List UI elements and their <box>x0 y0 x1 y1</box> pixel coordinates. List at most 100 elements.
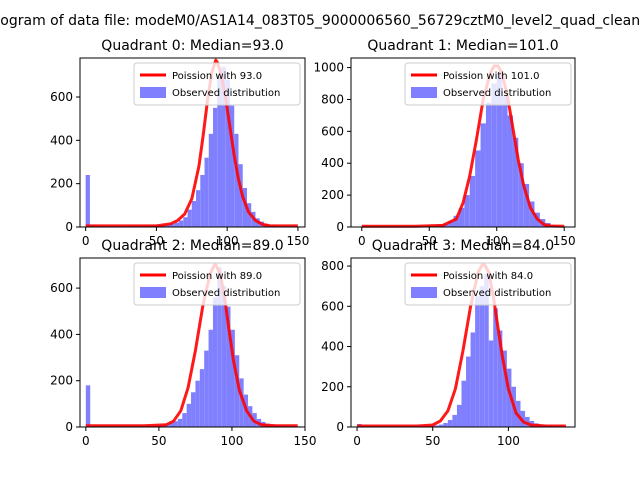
legend-box <box>133 262 301 306</box>
histogram-bar <box>226 306 231 427</box>
y-tick-label: 0 <box>65 220 73 234</box>
histogram-bar <box>461 380 467 427</box>
legend: Poission with 93.0 Observed distribution <box>133 62 301 106</box>
histogram-bar <box>191 201 197 227</box>
histogram-bar <box>195 380 200 427</box>
legend-bar-swatch <box>140 287 166 298</box>
y-tick-label: 400 <box>50 133 73 147</box>
x-tick-label: 0 <box>353 434 361 448</box>
histogram-bar <box>507 115 513 227</box>
legend-observed-label: Observed distribution <box>443 288 551 299</box>
x-tick-label: 50 <box>151 434 166 448</box>
histogram-bar <box>523 183 530 227</box>
histogram-bar <box>234 133 239 227</box>
y-tick-label: 800 <box>321 92 344 106</box>
histogram-bar <box>469 175 476 227</box>
histogram-bar <box>484 274 489 427</box>
histogram-bar <box>496 73 503 228</box>
histogram-bar <box>480 123 486 227</box>
histogram-bar <box>493 308 498 427</box>
y-tick-label: 0 <box>336 420 344 434</box>
legend-poisson-label: Poission with 93.0 <box>172 71 262 82</box>
histogram-bar <box>456 404 462 427</box>
histogram-bar <box>506 368 512 427</box>
legend-poisson-label: Poission with 101.0 <box>443 71 539 82</box>
histogram-bar <box>470 332 476 427</box>
histogram-bar <box>177 418 183 427</box>
legend: Poission with 84.0 Observed distribution <box>404 262 572 306</box>
x-tick-label: 100 <box>216 234 239 248</box>
y-tick-label: 200 <box>50 177 73 191</box>
x-tick-label: 0 <box>358 234 366 248</box>
histogram-bar <box>488 340 494 427</box>
y-tick-label: 0 <box>65 420 73 434</box>
histogram-bar <box>479 286 485 427</box>
subplot-title: Quadrant 3: Median=84.0 <box>372 238 554 254</box>
subplot-quadrant-3: 0 50 100 0 200 400 600 800 Quadrant 3: Median=84… <box>321 238 576 448</box>
subplot-title: Quadrant 1: Median=101.0 <box>367 38 558 54</box>
histogram-bar <box>475 296 480 427</box>
histogram-bar <box>234 355 240 427</box>
histogram-bar <box>213 107 218 227</box>
histogram-bar <box>230 105 235 227</box>
y-tick-label: 600 <box>50 90 73 104</box>
histogram-bar <box>458 207 465 227</box>
subplot-grid: 0 50 100 150 0 200 400 600 Quadrant 0: Median=93… <box>50 38 576 448</box>
y-tick-label: 400 <box>321 340 344 354</box>
histogram-bar <box>239 378 244 427</box>
histogram-bar <box>246 203 252 227</box>
histogram-bar <box>242 188 247 227</box>
subplot-quadrant-2: 0 50 100 150 0 200 400 600 Quadrant 2: Median=89… <box>50 238 316 448</box>
histogram-bar <box>208 329 213 427</box>
x-tick-label: 100 <box>220 434 243 448</box>
legend-poisson-label: Poission with 84.0 <box>443 271 533 282</box>
axes-frame <box>79 57 306 228</box>
subplot-title: Quadrant 0: Median=93.0 <box>101 38 283 54</box>
histogram-bar <box>466 356 471 427</box>
subplot-quadrant-1: 0 50 100 150 0 200 400 600 800 1000 Quadrant 1: Me… <box>313 38 575 248</box>
histogram-bar <box>518 163 524 227</box>
axes-frame <box>350 257 576 428</box>
histogram-bar <box>169 422 174 427</box>
histogram-bar <box>221 285 227 427</box>
histogram-bar <box>217 267 222 427</box>
y-tick-label: 0 <box>336 220 344 234</box>
histogram-bar <box>204 350 209 427</box>
x-tick-label: 150 <box>294 434 317 448</box>
subplot-quadrant-0: 0 50 100 150 0 200 400 600 Quadrant 0: Median=93… <box>50 38 309 248</box>
axes-frame <box>79 257 306 428</box>
histogram-bar <box>225 79 230 228</box>
histogram-bar <box>173 421 178 427</box>
histogram-bar <box>179 220 184 227</box>
histogram-bar <box>529 201 535 227</box>
y-tick-label: 200 <box>321 380 344 394</box>
legend-observed-label: Observed distribution <box>172 288 280 299</box>
histogram-bar <box>453 215 459 227</box>
y-tick-label: 600 <box>321 124 344 138</box>
legend-box <box>133 62 301 106</box>
y-tick-label: 400 <box>50 327 73 341</box>
x-tick-label: 50 <box>425 434 440 448</box>
histogram-bar <box>434 425 439 427</box>
legend-box <box>404 62 572 106</box>
histogram-bar <box>166 224 171 227</box>
histogram-bar <box>502 350 507 427</box>
histogram-bar <box>183 217 188 227</box>
legend-box <box>404 262 572 306</box>
histogram-bar <box>230 329 235 427</box>
y-tick-label: 400 <box>321 156 344 170</box>
y-tick-label: 800 <box>321 259 344 273</box>
x-tick-label: 100 <box>485 234 508 248</box>
legend: Poission with 101.0 Observed distribution <box>404 62 572 106</box>
histogram-bar <box>452 414 457 427</box>
histogram-bar <box>221 66 226 228</box>
histogram-bar <box>85 385 91 427</box>
y-tick-label: 1000 <box>313 61 344 75</box>
axes-frame <box>350 57 576 228</box>
histogram-bar <box>238 164 243 227</box>
subplot-title: Quadrant 2: Median=89.0 <box>101 238 283 254</box>
histogram-bar <box>475 150 481 227</box>
histogram-bar <box>212 297 218 427</box>
histogram-bar <box>217 75 222 227</box>
